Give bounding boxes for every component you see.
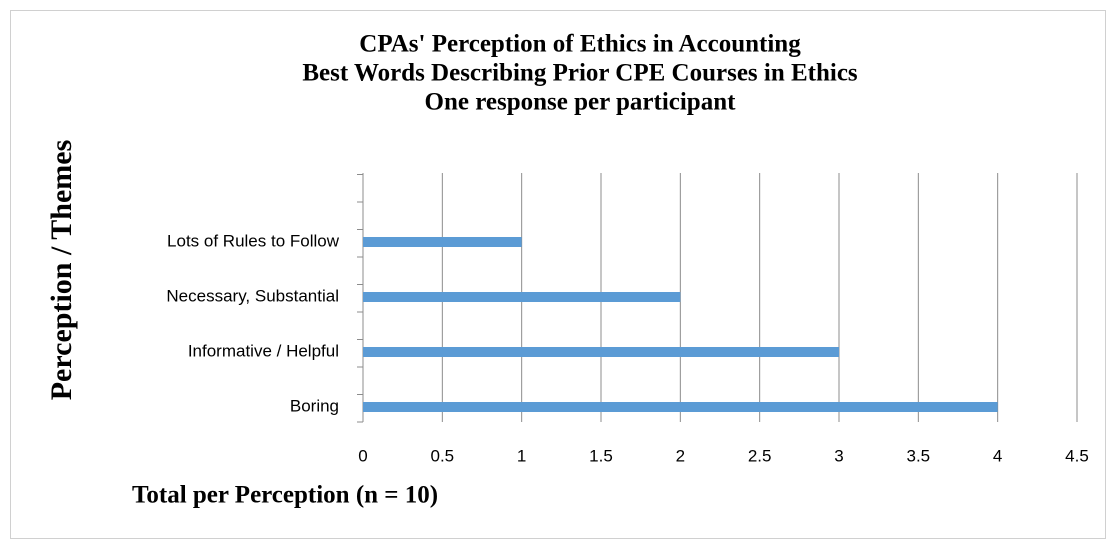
x-tick-label: 3.5 <box>907 446 931 465</box>
x-tick-label: 4 <box>993 446 1002 465</box>
bar <box>363 237 522 247</box>
x-tick-label: 1 <box>517 446 526 465</box>
x-tick-label: 2.5 <box>748 446 772 465</box>
x-tick-label: 3 <box>834 446 843 465</box>
x-tick-label: 2 <box>676 446 685 465</box>
y-tick-label: Lots of Rules to Follow <box>167 231 340 250</box>
chart-title: One response per participant <box>425 89 737 116</box>
y-tick-label: Boring <box>290 396 339 415</box>
bar <box>363 347 839 357</box>
y-axis-label: Perception / Themes <box>45 140 78 401</box>
x-tick-label: 0.5 <box>431 446 455 465</box>
x-tick-label: 0 <box>358 446 367 465</box>
chart-border <box>10 10 1106 539</box>
x-axis-label: Total per Perception (n = 10) <box>132 482 438 509</box>
y-tick-label: Necessary, Substantial <box>166 286 339 305</box>
bar <box>363 292 681 302</box>
chart-title: CPAs' Perception of Ethics in Accounting <box>359 31 801 58</box>
x-tick-label: 4.5 <box>1065 446 1089 465</box>
y-tick-label: Informative / Helpful <box>188 341 339 360</box>
bar <box>363 402 998 412</box>
x-tick-label: 1.5 <box>589 446 613 465</box>
chart-title: Best Words Describing Prior CPE Courses … <box>302 60 858 87</box>
